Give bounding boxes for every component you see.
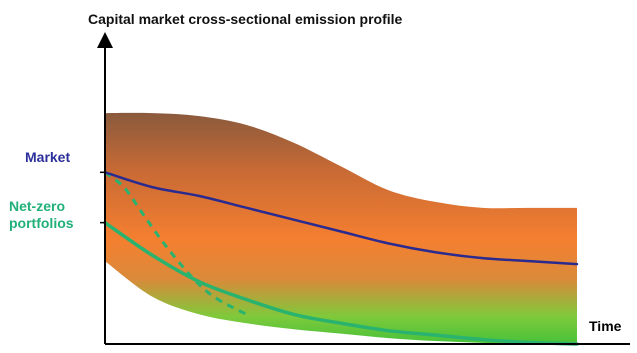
chart-title: Capital market cross-sectional emission … (88, 11, 403, 27)
series-line-market (103, 171, 579, 266)
series-label-net-zero-line-1: Net-zero (9, 198, 65, 214)
plot-layer (97, 32, 630, 346)
series-line-net-zero-portfolios (103, 220, 579, 346)
emission-range-band (105, 112, 577, 345)
series-label-net-zero-portfolios: Net-zero portfolios (9, 198, 74, 231)
series-label-market: Market (25, 149, 70, 165)
x-axis-label: Time (589, 318, 622, 334)
net-zero-transition-dashed-line (104, 171, 248, 316)
series-label-net-zero-line-2: portfolios (9, 215, 74, 231)
